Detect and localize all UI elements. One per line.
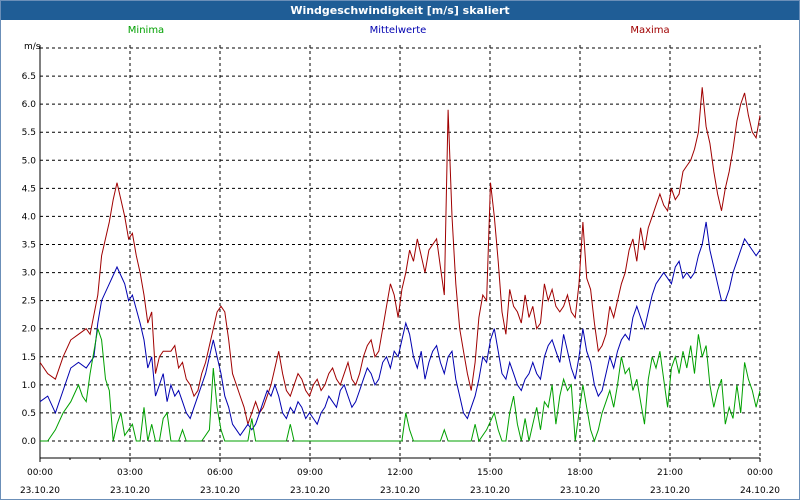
y-tick-label: 0.5 [22, 409, 36, 419]
y-tick-label: 1.0 [22, 381, 37, 391]
x-tick-date: 23.10.20 [290, 486, 330, 496]
legend-mittelwerte: Mittelwerte [370, 25, 427, 36]
maxima-series-line [39, 87, 761, 427]
x-tick-date: 23.10.20 [650, 486, 690, 496]
x-tick-date: 23.10.20 [470, 486, 510, 496]
axes: 0.0 0.5 1.0 1.5 2.0 2.5 3.0 3.5 4.0 4.5 5.0 5.5 6.0 6… [20, 45, 780, 496]
y-tick-label: 1.5 [22, 353, 36, 363]
x-tick-time: 12:00 [387, 468, 413, 478]
x-tick-date: 23.10.20 [20, 486, 60, 496]
y-axis-unit: m/s [24, 42, 41, 52]
y-tick-label: 5.5 [22, 128, 36, 138]
x-tick-time: 18:00 [567, 468, 593, 478]
x-tick-time: 15:00 [477, 468, 503, 478]
y-tick-label: 5.0 [22, 156, 37, 166]
grid [39, 45, 761, 458]
legend-minima: Minima [128, 25, 164, 36]
x-tick-date: 23.10.20 [380, 486, 420, 496]
x-tick-time: 09:00 [297, 468, 323, 478]
x-tick-time: 00:00 [747, 468, 773, 478]
y-tick-label: 0.0 [22, 437, 37, 447]
y-tick-label: 6.0 [22, 100, 37, 110]
x-tick-time: 00:00 [27, 468, 53, 478]
window-title: Windgeschwindigkeit [m/s] skaliert [1, 1, 799, 20]
mittelwerte-series-line [39, 221, 761, 437]
x-tick-date: 23.10.20 [110, 486, 150, 496]
y-tick-label: 3.5 [22, 241, 36, 251]
y-tick-label: 2.5 [22, 297, 36, 307]
y-tick-label: 2.0 [22, 325, 37, 335]
series-lines [39, 87, 761, 443]
y-tick-label: 4.5 [22, 184, 36, 194]
x-tick-date: 24.10.20 [740, 486, 780, 496]
minima-series-line [40, 328, 761, 443]
y-tick-label: 3.0 [22, 269, 37, 279]
x-tick-date: 23.10.20 [560, 486, 600, 496]
x-tick-time: 06:00 [207, 468, 233, 478]
y-tick-label: 4.0 [22, 212, 37, 222]
y-tick-label: 6.5 [22, 72, 36, 82]
x-tick-date: 23.10.20 [200, 486, 240, 496]
legend-maxima: Maxima [630, 25, 669, 36]
x-tick-time: 21:00 [657, 468, 683, 478]
x-tick-time: 03:00 [117, 468, 143, 478]
